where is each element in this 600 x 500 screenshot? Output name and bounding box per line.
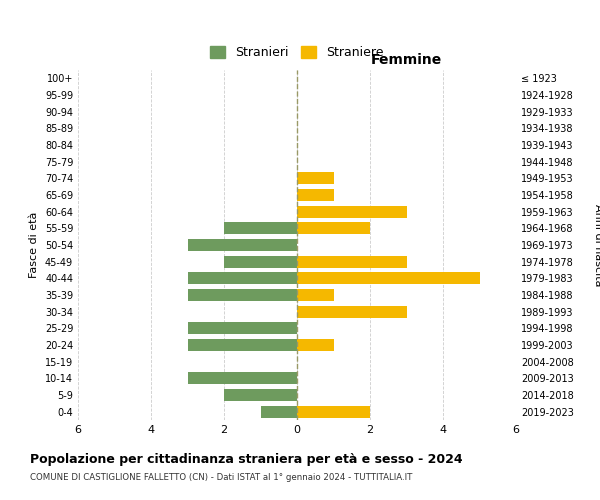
Bar [224, 256, 297, 268]
Bar [224, 389, 297, 401]
Bar [297, 222, 370, 234]
Bar [297, 406, 370, 417]
Bar [187, 289, 297, 301]
Y-axis label: Anni di nascita: Anni di nascita [593, 204, 600, 286]
Bar [224, 222, 297, 234]
Text: COMUNE DI CASTIGLIONE FALLETTO (CN) - Dati ISTAT al 1° gennaio 2024 - TUTTITALIA: COMUNE DI CASTIGLIONE FALLETTO (CN) - Da… [30, 472, 412, 482]
Bar [297, 289, 334, 301]
Bar [297, 339, 334, 351]
Text: Femmine: Femmine [371, 52, 442, 66]
Y-axis label: Fasce di età: Fasce di età [29, 212, 39, 278]
Bar [260, 406, 297, 417]
Bar [297, 206, 407, 218]
Bar [187, 339, 297, 351]
Bar [187, 239, 297, 251]
Bar [297, 256, 407, 268]
Bar [297, 272, 479, 284]
Legend: Stranieri, Straniere: Stranieri, Straniere [205, 41, 389, 64]
Bar [187, 272, 297, 284]
Bar [187, 322, 297, 334]
Bar [297, 172, 334, 184]
Bar [297, 189, 334, 201]
Bar [187, 372, 297, 384]
Text: Popolazione per cittadinanza straniera per età e sesso - 2024: Popolazione per cittadinanza straniera p… [30, 452, 463, 466]
Bar [297, 306, 407, 318]
